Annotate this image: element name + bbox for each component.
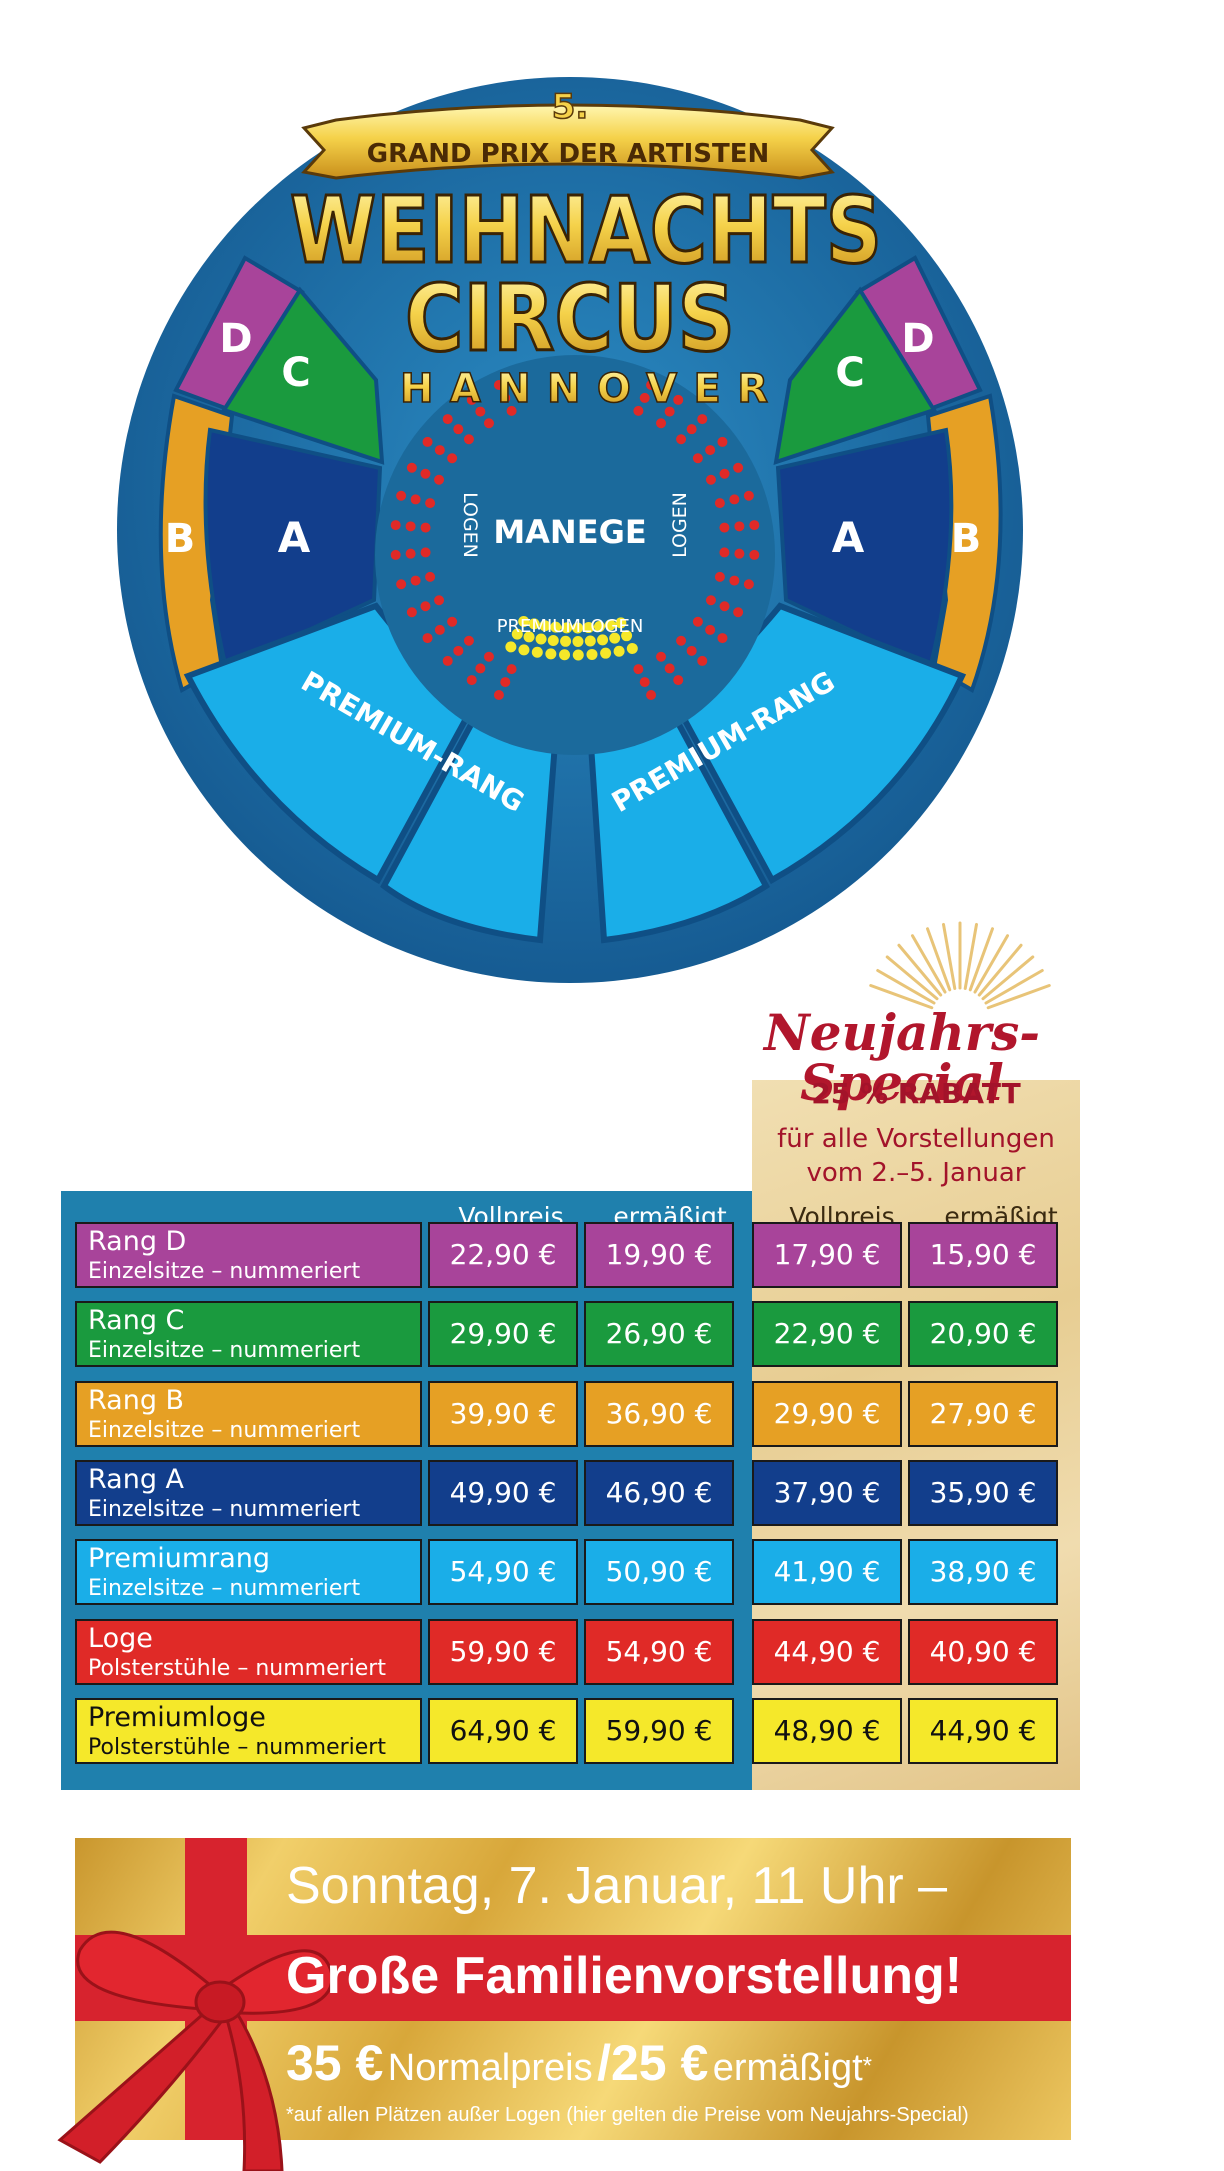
premium-rang-left-inner xyxy=(380,704,560,944)
row-label-rang-a: Rang A Einzelsitze – nummeriert xyxy=(75,1460,422,1526)
special-line-2: vom 2.–5. Januar xyxy=(806,1158,1026,1188)
row-subtitle: Einzelsitze – nummeriert xyxy=(88,1338,361,1363)
section-d-right-label: D xyxy=(901,316,934,362)
section-a-right-label: A xyxy=(832,513,865,562)
logen-seats-left xyxy=(390,380,517,700)
price-sp-erm: 20,90 € xyxy=(908,1301,1058,1367)
premium-rang-right-inner xyxy=(586,704,770,944)
section-b-right-label: B xyxy=(951,516,982,562)
banner-label-normal: Normalpreis xyxy=(387,2047,593,2089)
row-label-rang-b: Rang B Einzelsitze – nummeriert xyxy=(75,1381,422,1447)
banner-headline: Große Familienvorstellung! xyxy=(286,1947,963,2005)
price-voll: 29,90 € xyxy=(428,1301,578,1367)
price-erm: 50,90 € xyxy=(584,1539,734,1605)
rang-c-left xyxy=(220,286,385,465)
price-sp-erm: 27,90 € xyxy=(908,1381,1058,1447)
row-name: Loge xyxy=(88,1623,153,1654)
row-subtitle: Einzelsitze – nummeriert xyxy=(88,1259,361,1284)
row-name: Rang D xyxy=(88,1226,187,1257)
price-voll: 22,90 € xyxy=(428,1222,578,1288)
price-voll: 54,90 € xyxy=(428,1539,578,1605)
special-rabatt: 25 % RABATT xyxy=(811,1077,1021,1110)
price-sp-voll: 41,90 € xyxy=(752,1539,902,1605)
logo-banner-text: GRAND PRIX DER ARTISTEN xyxy=(367,139,770,169)
row-name: Rang A xyxy=(88,1464,185,1495)
row-subtitle: Einzelsitze – nummeriert xyxy=(88,1418,361,1443)
banner-star: * xyxy=(862,2052,873,2080)
price-voll: 49,90 € xyxy=(428,1460,578,1526)
manege-label: MANEGE xyxy=(493,513,646,551)
logen-right-label: LOGEN xyxy=(669,492,691,558)
banner-prices: 35 € Normalpreis /25 € ermäßigt* xyxy=(286,2034,872,2092)
section-c-left-label: C xyxy=(281,350,310,396)
premiumlogen-label: PREMIUMLOGEN xyxy=(497,616,644,637)
price-sp-voll: 22,90 € xyxy=(752,1301,902,1367)
rang-c-right xyxy=(773,286,938,465)
seating-plan: D D C C B B A A MANEGE LOGEN LOGEN PREMI… xyxy=(117,77,1023,983)
row-label-rang-d: Rang D Einzelsitze – nummeriert xyxy=(75,1222,422,1288)
firework-icon xyxy=(869,921,1051,1010)
section-a-left-label: A xyxy=(278,513,311,562)
row-subtitle: Einzelsitze – nummeriert xyxy=(88,1497,361,1522)
banner-price-normal: 35 € xyxy=(286,2035,384,2091)
price-sp-erm: 44,90 € xyxy=(908,1698,1058,1764)
logo-number: 5. xyxy=(552,87,589,127)
logen-seats-right xyxy=(633,380,760,700)
row-name: Premiumloge xyxy=(88,1702,266,1733)
section-b-left-label: B xyxy=(165,516,196,562)
banner-label-reduced: ermäßigt xyxy=(712,2047,863,2089)
price-sp-voll: 44,90 € xyxy=(752,1619,902,1685)
rang-a-right xyxy=(775,427,954,671)
price-erm: 46,90 € xyxy=(584,1460,734,1526)
manege-circle xyxy=(375,355,775,755)
price-sp-voll: 29,90 € xyxy=(752,1381,902,1447)
price-erm: 26,90 € xyxy=(584,1301,734,1367)
price-erm: 54,90 € xyxy=(584,1619,734,1685)
logo-banner xyxy=(301,103,835,180)
special-title: Neujahrs-Special xyxy=(764,1003,1040,1112)
row-name: Rang C xyxy=(88,1305,185,1336)
row-label-premiumloge: Premiumloge Polsterstühle – nummeriert xyxy=(75,1698,422,1764)
special-line-1: für alle Vorstellungen xyxy=(777,1124,1055,1154)
banner-slash: / xyxy=(597,2035,611,2091)
row-subtitle: Polsterstühle – nummeriert xyxy=(88,1656,386,1681)
price-erm: 59,90 € xyxy=(584,1698,734,1764)
row-label-loge: Loge Polsterstühle – nummeriert xyxy=(75,1619,422,1685)
premiumlogen-seats xyxy=(505,615,638,661)
price-voll: 39,90 € xyxy=(428,1381,578,1447)
price-sp-voll: 48,90 € xyxy=(752,1698,902,1764)
price-sp-erm: 35,90 € xyxy=(908,1460,1058,1526)
logo-title-line1: WEIHNACHTS xyxy=(290,177,882,284)
price-sp-erm: 15,90 € xyxy=(908,1222,1058,1288)
banner-date: Sonntag, 7. Januar, 11 Uhr – xyxy=(286,1857,948,1915)
logen-left-label: LOGEN xyxy=(459,492,481,558)
price-erm: 36,90 € xyxy=(584,1381,734,1447)
banner-price-reduced: 25 € xyxy=(610,2035,709,2091)
banner-footnote: *auf allen Plätzen außer Logen (hier gel… xyxy=(286,2104,969,2126)
section-c-right-label: C xyxy=(835,350,864,396)
gift-bow-icon xyxy=(57,1930,334,2171)
section-d-left-label: D xyxy=(219,316,252,362)
price-voll: 59,90 € xyxy=(428,1619,578,1685)
price-sp-voll: 17,90 € xyxy=(752,1222,902,1288)
row-subtitle: Einzelsitze – nummeriert xyxy=(88,1576,361,1601)
price-voll: 64,90 € xyxy=(428,1698,578,1764)
price-sp-voll: 37,90 € xyxy=(752,1460,902,1526)
row-label-rang-c: Rang C Einzelsitze – nummeriert xyxy=(75,1301,422,1367)
price-sp-erm: 40,90 € xyxy=(908,1619,1058,1685)
row-subtitle: Polsterstühle – nummeriert xyxy=(88,1735,386,1760)
row-name: Rang B xyxy=(88,1385,185,1416)
price-sp-erm: 38,90 € xyxy=(908,1539,1058,1605)
row-label-premiumrang: Premiumrang Einzelsitze – nummeriert xyxy=(75,1539,422,1605)
price-erm: 19,90 € xyxy=(584,1222,734,1288)
logo-title-line2: CIRCUS xyxy=(405,265,735,372)
row-name: Premiumrang xyxy=(88,1543,271,1574)
